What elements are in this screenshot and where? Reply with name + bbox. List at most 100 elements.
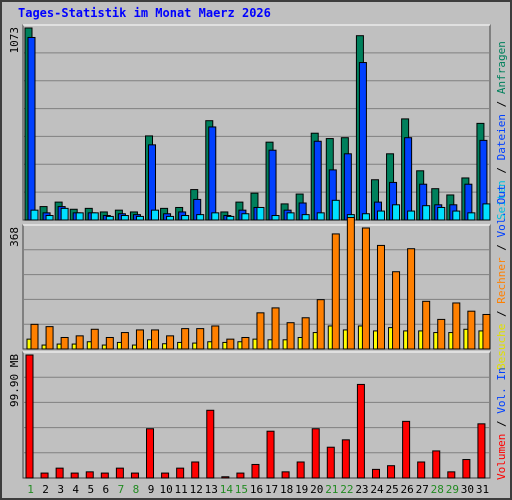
bar-pages-day-2 bbox=[45, 215, 54, 221]
bar-volume-day-1 bbox=[25, 354, 34, 479]
bar-sites-day-2 bbox=[45, 326, 54, 350]
bar-files-day-26 bbox=[404, 137, 413, 221]
bar-volume-day-18 bbox=[281, 471, 290, 479]
bar-sites-day-8 bbox=[135, 329, 144, 350]
bar-pages-day-19 bbox=[301, 214, 310, 221]
legend-bot-item: Volumen bbox=[495, 434, 508, 480]
x-tick-label-day-15: 15 bbox=[235, 483, 248, 496]
bar-pages-day-6 bbox=[105, 215, 114, 221]
bar-sites-day-9 bbox=[151, 329, 160, 350]
bar-volume-day-7 bbox=[115, 467, 124, 479]
x-tick-label-day-16: 16 bbox=[250, 483, 263, 496]
x-tick-label-day-27: 27 bbox=[416, 483, 429, 496]
x-tick-label-day-1: 1 bbox=[27, 483, 34, 496]
x-tick-label-day-31: 31 bbox=[476, 483, 489, 496]
bar-volume-day-21 bbox=[326, 446, 335, 479]
bar-volume-day-13 bbox=[206, 409, 215, 479]
bar-files-day-17 bbox=[268, 149, 277, 221]
legend-mid-separator: / bbox=[495, 304, 508, 324]
ymax-label-bot: 99.90 MB bbox=[8, 354, 21, 407]
bar-volume-day-19 bbox=[296, 461, 305, 479]
legend-top-separator: / bbox=[495, 160, 508, 180]
bar-pages-day-11 bbox=[181, 215, 190, 221]
legend-top-item: Seiten bbox=[495, 180, 508, 220]
bar-volume-day-30 bbox=[462, 459, 471, 479]
legend-top-item: Anfragen bbox=[495, 41, 508, 94]
legend-mid-item: Rechner bbox=[495, 257, 508, 304]
bar-files-day-9 bbox=[148, 144, 157, 221]
bar-sites-day-21 bbox=[331, 233, 340, 350]
bar-pages-day-27 bbox=[422, 205, 431, 221]
x-tick-label-day-29: 29 bbox=[446, 483, 459, 496]
x-tick-label-day-7: 7 bbox=[118, 483, 125, 496]
x-tick-label-day-22: 22 bbox=[340, 483, 353, 496]
bar-sites-day-28 bbox=[437, 318, 446, 350]
bar-pages-day-8 bbox=[135, 215, 144, 221]
legend-top: Seiten / Dateien / Anfragen bbox=[495, 41, 508, 220]
bar-volume-day-26 bbox=[402, 420, 411, 479]
bar-sites-day-1 bbox=[30, 323, 39, 350]
x-tick-label-day-6: 6 bbox=[103, 483, 110, 496]
bar-pages-day-3 bbox=[60, 207, 69, 221]
bar-files-day-20 bbox=[313, 140, 322, 221]
bar-volume-day-12 bbox=[191, 461, 200, 479]
bar-pages-day-25 bbox=[392, 204, 401, 221]
bar-pages-day-17 bbox=[271, 215, 280, 221]
bar-sites-day-10 bbox=[166, 335, 175, 350]
bar-sites-day-24 bbox=[376, 244, 385, 350]
bar-volume-day-28 bbox=[432, 450, 441, 479]
bar-sites-day-30 bbox=[467, 310, 476, 350]
bar-pages-day-16 bbox=[256, 206, 265, 221]
x-tick-label-day-20: 20 bbox=[310, 483, 323, 496]
bar-sites-day-18 bbox=[286, 322, 295, 350]
bar-volume-day-11 bbox=[176, 467, 185, 479]
bar-volume-day-3 bbox=[55, 467, 64, 479]
x-tick-label-day-21: 21 bbox=[325, 483, 338, 496]
bar-sites-day-26 bbox=[407, 248, 416, 350]
bar-sites-day-7 bbox=[120, 332, 129, 350]
bar-volume-day-17 bbox=[266, 430, 275, 479]
bar-sites-day-27 bbox=[422, 300, 431, 350]
bar-volume-day-9 bbox=[146, 428, 155, 479]
bar-volume-day-29 bbox=[447, 471, 456, 479]
bar-sites-day-20 bbox=[316, 299, 325, 350]
bar-volume-day-31 bbox=[477, 423, 486, 479]
bar-pages-day-21 bbox=[331, 199, 340, 221]
ymax-label-top: 1073 bbox=[8, 27, 21, 54]
x-tick-label-day-10: 10 bbox=[159, 483, 172, 496]
bar-pages-day-23 bbox=[361, 213, 370, 221]
bar-files-day-22 bbox=[343, 153, 352, 221]
legend-mid-item: Besuche bbox=[495, 324, 508, 370]
legend-mid-separator: / bbox=[495, 238, 508, 258]
x-tick-label-day-17: 17 bbox=[265, 483, 278, 496]
x-tick-label-day-24: 24 bbox=[370, 483, 384, 496]
x-tick-label-day-3: 3 bbox=[57, 483, 64, 496]
bar-sites-day-16 bbox=[256, 312, 265, 350]
bar-pages-day-26 bbox=[407, 210, 416, 221]
bar-pages-day-7 bbox=[120, 215, 129, 221]
bar-sites-day-22 bbox=[346, 216, 355, 350]
bar-pages-day-13 bbox=[211, 212, 220, 221]
bar-pages-day-4 bbox=[75, 212, 84, 221]
bar-sites-day-14 bbox=[226, 338, 235, 350]
bar-sites-day-29 bbox=[452, 302, 461, 350]
bar-volume-day-6 bbox=[100, 472, 109, 479]
bar-sites-day-17 bbox=[271, 307, 280, 350]
bar-volume-day-24 bbox=[371, 468, 380, 479]
legend-mid-item: Vol. Out bbox=[495, 185, 508, 238]
bar-pages-day-14 bbox=[226, 215, 235, 221]
bar-sites-day-19 bbox=[301, 317, 310, 350]
legend-top-separator: / bbox=[495, 94, 508, 114]
bar-pages-day-12 bbox=[196, 214, 205, 221]
bar-volume-day-4 bbox=[70, 472, 79, 479]
bar-pages-day-30 bbox=[467, 212, 476, 221]
bar-sites-day-4 bbox=[75, 335, 84, 350]
bar-volume-day-23 bbox=[356, 383, 365, 479]
bar-sites-day-31 bbox=[482, 313, 491, 350]
bar-pages-day-29 bbox=[452, 210, 461, 221]
x-tick-label-day-11: 11 bbox=[175, 483, 188, 496]
x-tick-label-day-28: 28 bbox=[431, 483, 444, 496]
bar-pages-day-1 bbox=[30, 209, 39, 221]
bar-sites-day-15 bbox=[241, 336, 250, 350]
x-tick-label-day-26: 26 bbox=[401, 483, 414, 496]
